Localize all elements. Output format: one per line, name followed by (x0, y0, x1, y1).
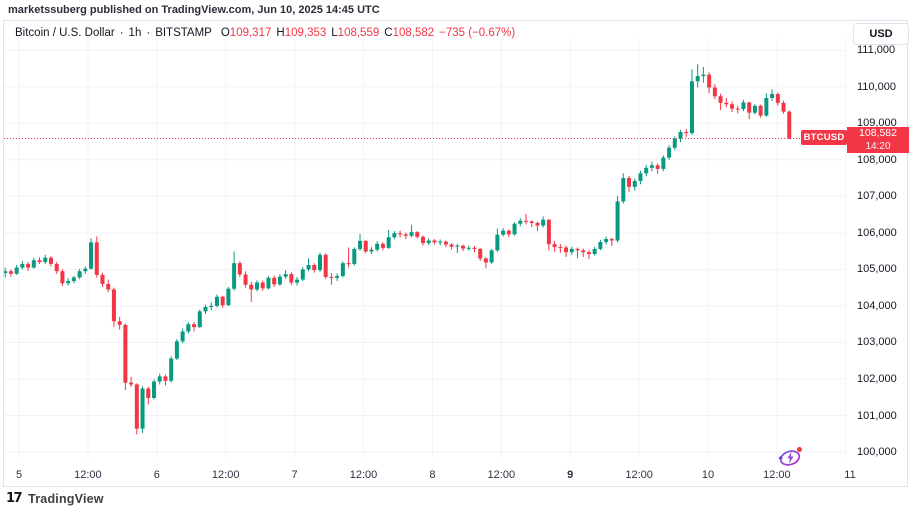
time-tick-label: 9 (567, 469, 574, 481)
last-price-time: 14:20 (865, 141, 891, 152)
time-tick-label: 7 (291, 469, 298, 481)
high-value: 109,353 (284, 27, 327, 39)
header-attribution: marketssuberg published on TradingView.c… (8, 4, 380, 16)
replay-boost-icon[interactable] (777, 446, 805, 470)
legend-separator: · (119, 27, 124, 39)
time-tick-label: 12:00 (625, 469, 653, 481)
chart-legend: Bitcoin / U.S. Dollar · 1h · BITSTAMP O1… (15, 27, 515, 39)
time-tick-label: 12:00 (763, 469, 791, 481)
price-tick-label: 103,000 (857, 336, 897, 349)
change-value: −735 (−0.67%) (439, 27, 516, 39)
low-value: 108,559 (337, 27, 380, 39)
price-tick-label: 106,000 (857, 226, 897, 239)
exchange-label: BITSTAMP (155, 27, 212, 39)
close-label: C (384, 27, 393, 39)
candlestick-chart-canvas[interactable] (4, 21, 907, 458)
time-tick-label: 12:00 (487, 469, 516, 481)
time-tick-label: 11 (844, 469, 856, 481)
open-value: 109,317 (229, 27, 272, 39)
time-tick-label: 5 (15, 469, 23, 481)
time-tick-label: 12:00 (211, 469, 240, 481)
price-tick-label: 105,000 (857, 263, 897, 276)
symbol-title: Bitcoin / U.S. Dollar (15, 27, 115, 39)
footer-attribution: 17 TradingView (6, 491, 104, 506)
tradingview-logo-icon: 17 (6, 491, 23, 506)
high-label: H (276, 27, 285, 39)
last-price-badge: 108,582 14:20 (847, 127, 909, 153)
interval-label: 1h (128, 27, 142, 39)
low-label: L (331, 27, 338, 39)
price-tick-label: 109,000 (857, 117, 897, 130)
time-tick-label: 8 (429, 469, 436, 481)
price-tick-label: 111,000 (857, 44, 896, 57)
price-tick-label: 104,000 (857, 299, 897, 312)
currency-unit-button[interactable]: USD (853, 23, 909, 45)
last-price-value: 108,582 (859, 127, 897, 139)
price-tick-label: 110,000 (857, 80, 896, 93)
price-tick-label: 108,000 (857, 153, 897, 166)
price-tick-label: 100,000 (857, 446, 897, 459)
footer-brand-label: TradingView (28, 491, 104, 506)
price-tick-label: 102,000 (857, 372, 897, 385)
symbol-badge: BTCUSD (801, 130, 847, 145)
price-tick-label: 107,000 (857, 190, 897, 203)
time-tick-label: 12:00 (74, 469, 102, 481)
time-tick-label: 12:00 (349, 469, 378, 481)
open-label: O (220, 27, 230, 39)
time-tick-label: 6 (153, 469, 160, 481)
chart-card: Bitcoin / U.S. Dollar · 1h · BITSTAMP O1… (3, 20, 909, 487)
price-tick-label: 101,000 (857, 409, 897, 422)
close-value: 108,582 (392, 27, 435, 39)
time-tick-label: 10 (701, 469, 715, 481)
legend-separator: · (146, 27, 151, 39)
